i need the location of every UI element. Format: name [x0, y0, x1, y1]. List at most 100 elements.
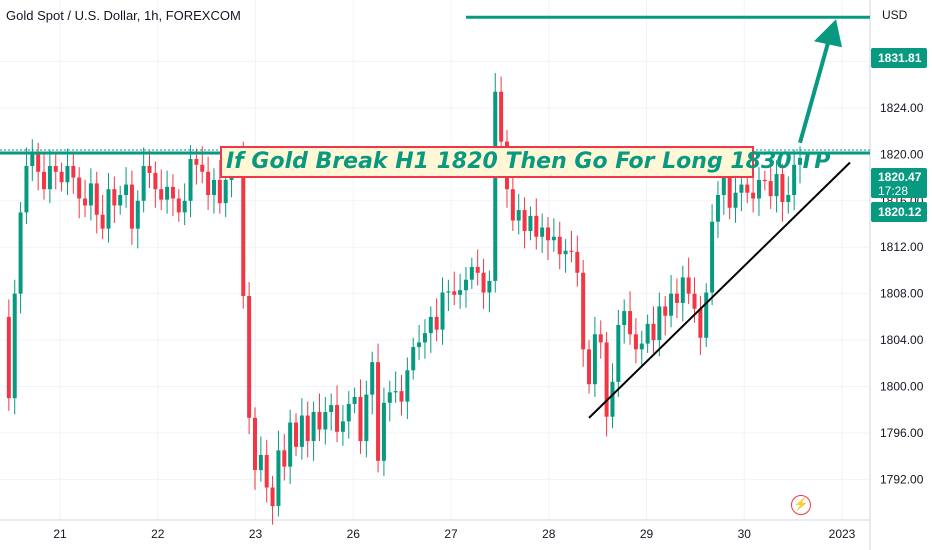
candle-body [458, 290, 463, 295]
candle-body [446, 291, 451, 293]
candle-body [194, 159, 199, 165]
candle-body [364, 394, 369, 442]
candle-body [170, 186, 175, 199]
candle-body [686, 277, 691, 294]
candle-body [206, 171, 211, 195]
candle-body [663, 306, 668, 316]
candle-body [124, 184, 129, 195]
candle-body [745, 184, 750, 193]
candle-body [59, 171, 64, 183]
candle-body [288, 422, 293, 467]
y-tick-label: 1824.00 [880, 101, 924, 115]
y-tick-label: 1792.00 [880, 472, 924, 486]
candle-body [540, 227, 545, 237]
candle-body [651, 323, 656, 341]
candle-body [522, 210, 527, 231]
candle-body [252, 417, 257, 471]
candle-body [340, 421, 345, 432]
candle-body [387, 392, 392, 403]
candle-body [762, 179, 767, 182]
candle-body [276, 450, 281, 507]
candle-body [42, 171, 47, 190]
candle-body [557, 236, 562, 255]
candle-body [176, 198, 181, 213]
x-tick-label: 23 [249, 527, 263, 541]
currency-label: USD [882, 8, 908, 22]
candle-body [604, 342, 609, 417]
candle-body [569, 250, 574, 252]
candle-body [452, 291, 457, 295]
candle-body [751, 192, 756, 199]
candle-body [786, 195, 791, 202]
candle-body [335, 405, 340, 432]
trade-idea-annotation[interactable]: If Gold Break H1 1820 Then Go For Long 1… [220, 146, 830, 178]
candle-body [24, 165, 29, 213]
candle-body [329, 405, 334, 413]
candle-body [674, 293, 679, 303]
candle-body [299, 415, 304, 447]
candle-body [264, 455, 269, 488]
candle-body [247, 295, 252, 418]
candle-body [381, 402, 386, 461]
y-tick-label: 1804.00 [880, 333, 924, 347]
candle-body [147, 165, 152, 173]
candle-body [739, 184, 744, 193]
candle-body [633, 334, 638, 350]
candle-body [792, 164, 797, 195]
candle-body [546, 227, 551, 241]
candle-body [106, 189, 111, 229]
x-tick-label: 28 [542, 527, 556, 541]
candle-body [370, 362, 375, 395]
candle-body [30, 154, 35, 166]
y-tick-label: 1800.00 [880, 380, 924, 394]
candle-body [83, 198, 88, 206]
candle-body [399, 391, 404, 402]
candle-body [798, 157, 802, 165]
candle-body [434, 316, 439, 330]
candle-body [487, 280, 492, 293]
projection-arrow-shaft [798, 42, 830, 144]
candle-body [534, 215, 539, 237]
candle-body [563, 250, 568, 255]
candle-body [780, 174, 785, 202]
x-tick-label: 29 [640, 527, 654, 541]
candle-body [36, 154, 41, 172]
candle-body [270, 487, 275, 507]
candle-body [587, 349, 592, 385]
candle-body [305, 415, 310, 442]
candle-body [88, 183, 93, 206]
candle-body [12, 293, 17, 399]
candle-body [516, 210, 521, 221]
candle-body [417, 342, 422, 348]
candle-body [352, 396, 357, 404]
candle-body [428, 316, 433, 334]
candle-body [153, 172, 158, 190]
candle-body [411, 347, 416, 371]
candle-body [135, 200, 140, 229]
candle-body [376, 362, 381, 461]
candle-body [499, 91, 504, 142]
candle-body [94, 183, 99, 215]
candle-body [639, 343, 644, 350]
candle-body [481, 272, 486, 293]
candle-body [141, 165, 146, 201]
candle-body [721, 171, 726, 195]
candle-body [53, 165, 58, 172]
candle-body [71, 165, 76, 178]
candle-body [616, 325, 621, 382]
lightning-bolt-icon[interactable]: ⚡ [791, 495, 811, 515]
candle-body [669, 293, 674, 316]
target-price-tag: 1831.81 [871, 48, 927, 68]
candle-body [692, 293, 697, 309]
projection-arrow-head [814, 19, 842, 48]
candle-body [610, 381, 615, 417]
candle-body [710, 221, 715, 293]
candle-body [469, 266, 474, 280]
current-price-tag: 1820.47 17:28 [871, 168, 927, 198]
x-tick-label: 2023 [829, 527, 856, 541]
candle-body [768, 181, 773, 197]
candle-body [188, 159, 193, 201]
candle-body [774, 174, 779, 197]
